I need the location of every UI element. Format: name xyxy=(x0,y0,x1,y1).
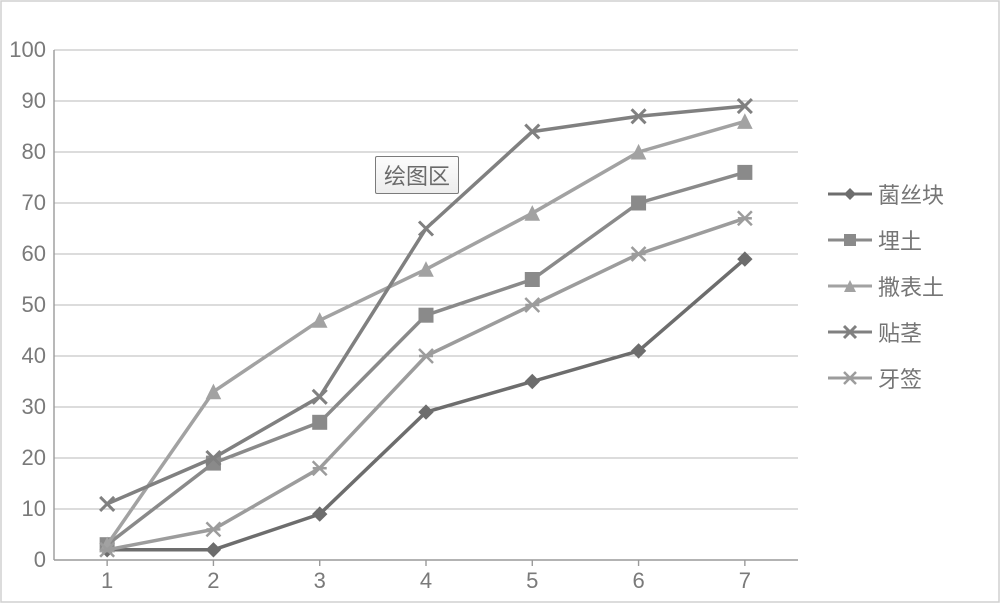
svg-text:50: 50 xyxy=(22,292,46,317)
legend: 菌丝块埋土撒表土贴茎牙签 xyxy=(828,178,944,408)
plot-area-annotation: 绘图区 xyxy=(375,156,459,194)
svg-text:7: 7 xyxy=(739,568,751,593)
svg-text:60: 60 xyxy=(22,241,46,266)
legend-swatch xyxy=(828,231,872,249)
legend-swatch xyxy=(828,323,872,341)
svg-text:70: 70 xyxy=(22,190,46,215)
legend-swatch xyxy=(828,185,872,203)
series xyxy=(100,252,752,557)
svg-text:30: 30 xyxy=(22,394,46,419)
legend-item: 埋土 xyxy=(828,224,944,256)
series xyxy=(100,165,752,551)
svg-text:4: 4 xyxy=(420,568,432,593)
legend-item: 菌丝块 xyxy=(828,178,944,210)
svg-text:0: 0 xyxy=(34,547,46,572)
svg-text:2: 2 xyxy=(207,568,219,593)
svg-text:100: 100 xyxy=(9,37,46,62)
svg-text:40: 40 xyxy=(22,343,46,368)
legend-swatch xyxy=(828,369,872,387)
legend-label: 埋土 xyxy=(878,224,922,256)
svg-text:20: 20 xyxy=(22,445,46,470)
legend-label: 菌丝块 xyxy=(878,178,944,210)
svg-text:10: 10 xyxy=(22,496,46,521)
annotation-text: 绘图区 xyxy=(384,164,450,189)
legend-swatch xyxy=(828,277,872,295)
svg-text:3: 3 xyxy=(314,568,326,593)
svg-text:6: 6 xyxy=(632,568,644,593)
legend-item: 贴茎 xyxy=(828,316,944,348)
legend-label: 贴茎 xyxy=(878,316,922,348)
legend-item: 牙签 xyxy=(828,362,944,394)
legend-item: 撒表土 xyxy=(828,270,944,302)
svg-text:5: 5 xyxy=(526,568,538,593)
legend-label: 撒表土 xyxy=(878,270,944,302)
svg-text:1: 1 xyxy=(101,568,113,593)
legend-label: 牙签 xyxy=(878,362,922,394)
svg-text:90: 90 xyxy=(22,88,46,113)
chart-container: 0 10 20 30 40 50 60 70 80 90 100 1 2 3 4 5 6 7 绘图区 菌丝块埋土撒… xyxy=(0,0,1000,603)
svg-text:80: 80 xyxy=(22,139,46,164)
